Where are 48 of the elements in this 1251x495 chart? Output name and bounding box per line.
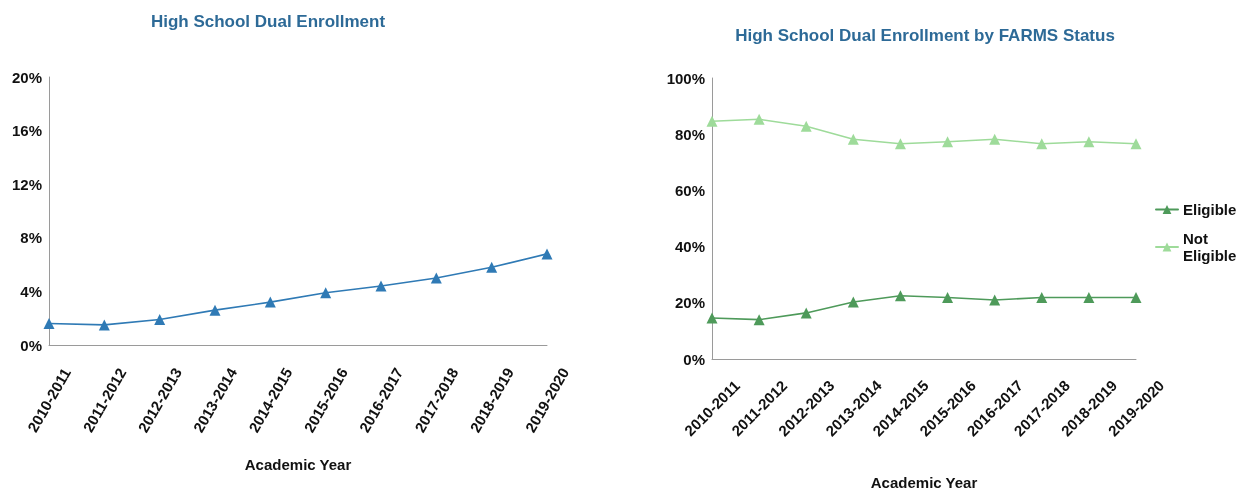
legend-label: Not Eligible — [1183, 230, 1237, 264]
point — [430, 272, 442, 284]
y-tick-label: 12% — [11, 175, 42, 193]
point — [894, 138, 906, 150]
y-tick-label: 8% — [20, 229, 42, 247]
point — [43, 318, 55, 330]
y-tick-label: 60% — [674, 181, 705, 199]
y-tick-label: 20% — [11, 68, 42, 86]
chart-title: High School Dual Enrollment by FARMS Status — [735, 26, 1115, 45]
point — [1083, 291, 1095, 303]
point — [264, 296, 276, 308]
chart-title: High School Dual Enrollment — [150, 12, 386, 31]
point — [942, 136, 954, 148]
point — [375, 280, 387, 292]
point — [942, 291, 954, 303]
point — [1083, 136, 1095, 148]
x-axis-title: Academic Year — [244, 456, 352, 473]
y-tick-label: 20% — [674, 294, 705, 312]
point — [541, 248, 553, 260]
point — [706, 312, 718, 324]
point — [847, 133, 859, 145]
point — [894, 290, 906, 302]
legend-label: Eligible — [1183, 201, 1237, 218]
point — [989, 294, 1001, 306]
y-tick-label: 100% — [666, 69, 705, 87]
y-tick-label: 16% — [11, 122, 42, 140]
y-tick-label: 0% — [20, 336, 42, 354]
point — [753, 314, 765, 326]
y-tick-label: 40% — [674, 238, 705, 256]
point — [154, 314, 166, 326]
point — [98, 319, 110, 331]
y-tick-label: 0% — [683, 350, 705, 368]
point — [320, 287, 332, 299]
point — [989, 133, 1001, 145]
point — [847, 296, 859, 308]
point — [753, 113, 765, 125]
point — [486, 261, 498, 273]
point — [706, 115, 718, 127]
x-axis-title: Academic Year — [870, 474, 978, 491]
point — [1130, 138, 1142, 150]
point — [209, 304, 221, 316]
point — [800, 120, 812, 132]
point — [1036, 291, 1048, 303]
point — [1036, 138, 1048, 150]
y-tick-label: 4% — [20, 282, 42, 300]
y-tick-label: 80% — [674, 125, 705, 143]
point — [1130, 291, 1142, 303]
point — [800, 307, 812, 319]
